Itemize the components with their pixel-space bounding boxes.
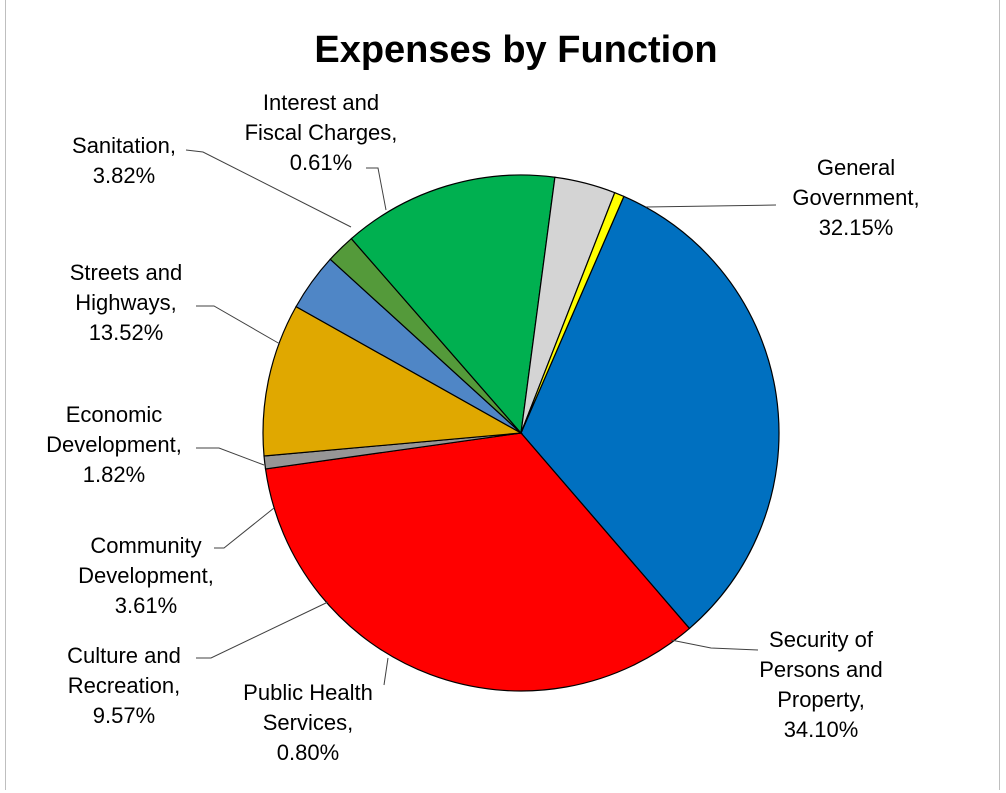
slice-label-line: Highways, xyxy=(75,290,176,315)
leader-line-interest-and-fiscal-charges xyxy=(366,167,387,211)
slice-label-economic-development: Economic Development, 1.82% xyxy=(46,402,182,487)
slice-label-general-government: General Government, 32.15% xyxy=(792,155,919,240)
slice-label-line: Interest and xyxy=(263,90,379,115)
slice-label-line: 9.57% xyxy=(93,703,155,728)
slice-label-line: Security of xyxy=(769,627,874,652)
slice-label-line: General xyxy=(817,155,895,180)
slice-label-culture-and-recreation: Culture and Recreation, 9.57% xyxy=(67,643,181,728)
leader-lines xyxy=(185,149,777,686)
slice-label-line: 3.82% xyxy=(93,163,155,188)
slice-label-sanitation: Sanitation, 3.82% xyxy=(72,133,176,188)
chart-title: Expenses by Function xyxy=(314,29,717,71)
slice-label-line: Development, xyxy=(78,563,214,588)
slice-label-line: Streets and xyxy=(70,260,183,285)
slice-labels: General Government, 32.15% Security of Perso… xyxy=(46,90,919,765)
slice-label-line: Recreation, xyxy=(68,673,181,698)
slice-label-line: Persons and xyxy=(759,657,883,682)
chart-frame: Expenses by Function General Government, 3… xyxy=(5,0,1000,790)
leader-line-general-government xyxy=(645,204,777,208)
slice-label-line: 32.15% xyxy=(819,215,894,240)
slice-label-line: Property, xyxy=(777,687,865,712)
leader-line-economic-development xyxy=(196,447,265,466)
slice-label-community-development: Community Development, 3.61% xyxy=(78,533,214,618)
slice-label-line: Fiscal Charges, xyxy=(245,120,398,145)
slice-label-line: Services, xyxy=(263,710,353,735)
slice-label-streets-and-highways: Streets and Highways, 13.52% xyxy=(70,260,183,345)
leader-line-streets-and-highways xyxy=(196,305,281,345)
slice-label-line: Government, xyxy=(792,185,919,210)
slice-label-line: Sanitation, xyxy=(72,133,176,158)
leader-line-sanitation xyxy=(185,149,352,228)
slice-label-line: 13.52% xyxy=(89,320,164,345)
slice-label-line: Culture and xyxy=(67,643,181,668)
leader-line-public-health-services xyxy=(383,657,389,686)
slice-label-line: Public Health xyxy=(243,680,373,705)
slice-label-interest-and-fiscal-charges: Interest and Fiscal Charges, 0.61% xyxy=(245,90,398,175)
slice-label-line: Community xyxy=(90,533,201,558)
slice-label-line: Economic xyxy=(66,402,163,427)
slice-security-of-persons-and-property xyxy=(264,432,691,692)
slice-label-public-health-services: Public Health Services, 0.80% xyxy=(243,680,373,765)
leader-line-security-of-persons-and-property xyxy=(670,639,759,651)
slice-streets-and-highways xyxy=(350,174,556,435)
slice-culture-and-recreation xyxy=(262,305,523,457)
slice-label-line: Development, xyxy=(46,432,182,457)
leader-line-community-development xyxy=(214,507,275,549)
slice-label-line: 34.10% xyxy=(784,717,859,742)
slice-label-line: 3.61% xyxy=(115,593,177,618)
slice-interest-and-fiscal-charges xyxy=(520,191,625,434)
slice-label-line: 0.61% xyxy=(290,150,352,175)
slice-label-line: 1.82% xyxy=(83,462,145,487)
slice-label-line: 0.80% xyxy=(277,740,339,765)
pie-slices xyxy=(262,174,780,692)
slice-general-government xyxy=(520,195,780,630)
pie-chart: Expenses by Function General Government, 3… xyxy=(46,29,919,765)
leader-line-culture-and-recreation xyxy=(196,601,329,659)
slice-label-security-of-persons-and-property: Security of Persons and Property, 34.10% xyxy=(759,627,883,742)
